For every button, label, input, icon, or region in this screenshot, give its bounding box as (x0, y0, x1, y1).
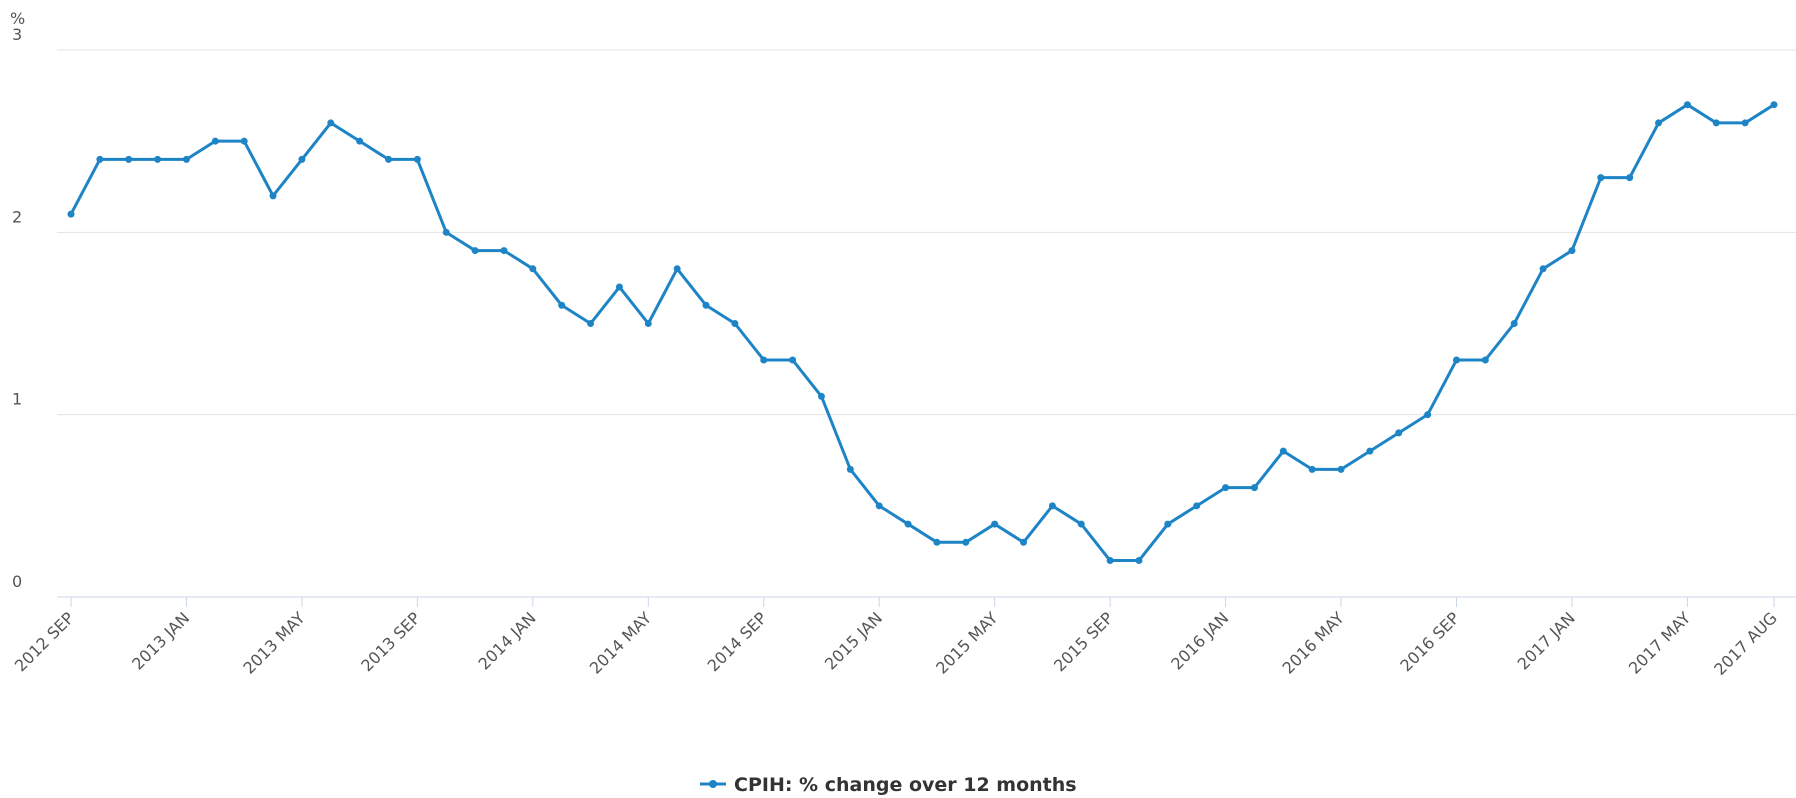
point (154, 155, 162, 163)
x-tick-label: 2014 JAN (474, 608, 539, 673)
point (442, 228, 450, 236)
point (1106, 557, 1114, 565)
point (1655, 119, 1663, 127)
y-tick-label: 3 (12, 25, 22, 44)
point (817, 392, 825, 400)
point (1222, 484, 1230, 492)
y-tick-label: 0 (12, 572, 22, 591)
point (356, 137, 364, 145)
x-tick-label: 2017 MAY (1625, 608, 1695, 678)
point (211, 137, 219, 145)
point (1279, 447, 1287, 455)
point (529, 265, 537, 273)
x-tick-label: 2017 JAN (1514, 608, 1579, 673)
x-tick-label: 2015 JAN (821, 608, 886, 673)
point (962, 538, 970, 546)
point (991, 520, 999, 528)
point (182, 155, 190, 163)
y-tick-label: 1 (12, 390, 22, 409)
x-tick-label: 2014 SEP (704, 608, 771, 675)
point (789, 356, 797, 364)
point (615, 283, 623, 291)
point (1308, 465, 1316, 473)
point (67, 210, 75, 218)
x-tick-label: 2014 MAY (586, 608, 656, 678)
point (846, 465, 854, 473)
point (1048, 502, 1056, 510)
y-tick-label: 2 (12, 207, 22, 226)
point (875, 502, 883, 510)
point (471, 247, 479, 255)
legend-item: CPIH: % change over 12 months (700, 774, 1077, 796)
point (1481, 356, 1489, 364)
point (1164, 520, 1172, 528)
point (1250, 484, 1258, 492)
point (1539, 265, 1547, 273)
point (1452, 356, 1460, 364)
point (1020, 538, 1028, 546)
line (69, 103, 1775, 563)
point (240, 137, 248, 145)
point (673, 265, 681, 273)
x-tick-label: 2013 JAN (128, 608, 193, 673)
point (1337, 465, 1345, 473)
point (269, 192, 277, 200)
point (1077, 520, 1085, 528)
point (558, 301, 566, 309)
point (904, 520, 912, 528)
point (933, 538, 941, 546)
point (1135, 557, 1143, 565)
x-tick-label: 2016 JAN (1167, 608, 1232, 673)
point (587, 320, 595, 327)
point (1683, 101, 1691, 109)
point (298, 155, 306, 163)
x-tick-label: 2015 MAY (932, 608, 1002, 678)
point (1597, 174, 1605, 182)
point (125, 155, 133, 163)
x-tick-label: 2013 MAY (239, 608, 309, 678)
point (1568, 247, 1576, 255)
point (731, 320, 739, 327)
point (1510, 320, 1518, 327)
point (96, 155, 104, 163)
x-tick-label: 2012 SEP (11, 608, 78, 675)
point (385, 155, 393, 163)
point (702, 301, 710, 309)
x-tick-label: 2015 SEP (1050, 608, 1117, 675)
point (644, 320, 652, 327)
point (1366, 447, 1374, 455)
legend-label: CPIH: % change over 12 months (734, 774, 1077, 796)
point (500, 247, 508, 255)
point (413, 155, 421, 163)
point (1395, 429, 1403, 437)
y-axis-label: % (10, 9, 25, 28)
point (760, 356, 768, 364)
point (1193, 502, 1201, 510)
point (1770, 101, 1778, 109)
x-tick-label: 2016 MAY (1278, 608, 1348, 678)
point (1626, 174, 1634, 182)
point (1424, 411, 1432, 419)
x-tick-label: 2016 SEP (1396, 608, 1463, 675)
legend-marker (709, 780, 717, 788)
point (327, 119, 335, 127)
x-tick-label: 2017 AUG (1710, 608, 1781, 679)
point (1712, 119, 1720, 127)
x-tick-label: 2013 SEP (357, 608, 424, 675)
point (1741, 119, 1749, 127)
